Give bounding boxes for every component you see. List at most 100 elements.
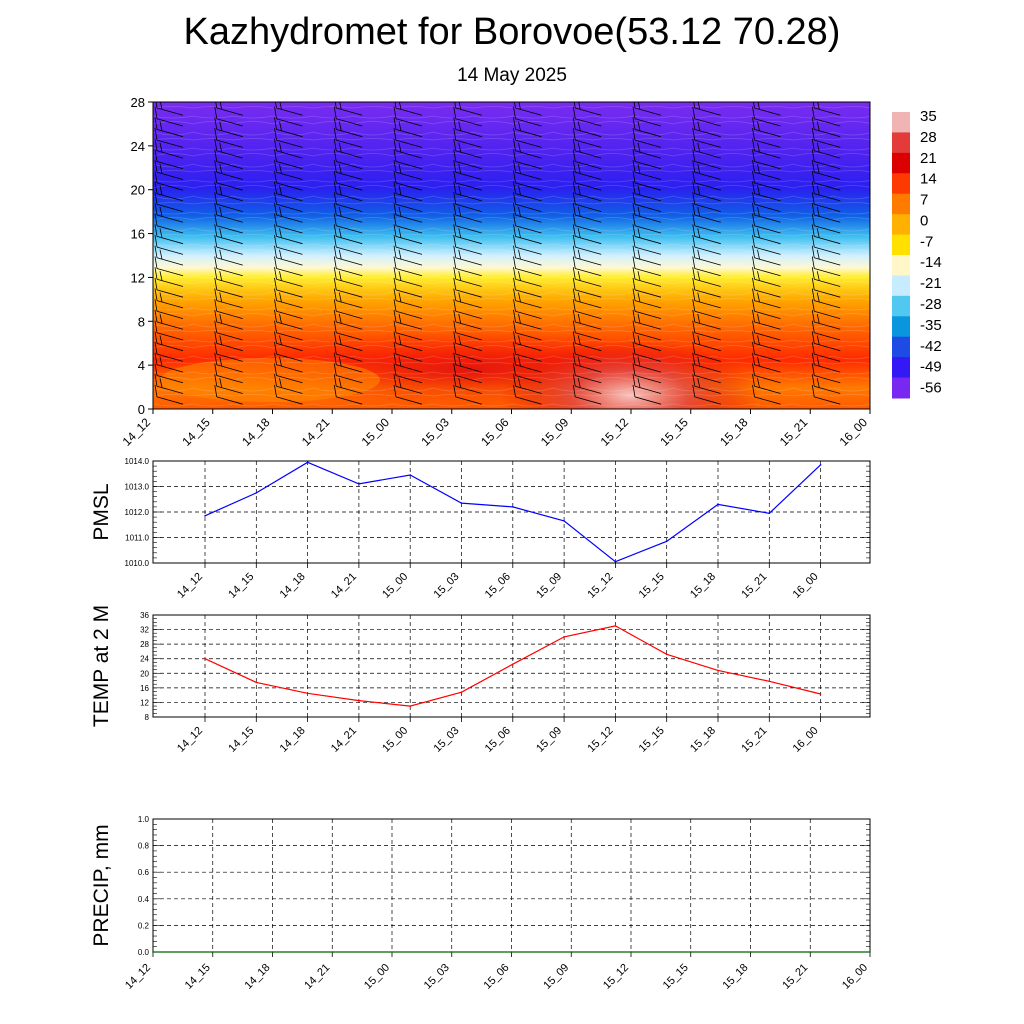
contour-line: [153, 275, 870, 279]
wind-barb: [274, 181, 303, 202]
wind-barb: [632, 235, 662, 255]
wind-barb: [811, 342, 841, 362]
wind-barb: [632, 256, 662, 277]
wind-barb: [513, 235, 542, 255]
wind-barb: [274, 138, 303, 159]
wind-barb: [214, 149, 243, 170]
data-point: [563, 636, 565, 638]
wind-barb: [752, 160, 781, 180]
colorbar-swatch: [892, 295, 910, 317]
y-tick-label: 36: [140, 611, 149, 620]
colorbar-label: -42: [920, 338, 942, 355]
wind-barb: [214, 224, 243, 245]
y-tick-label: 20: [140, 669, 149, 678]
wind-barb: [333, 224, 363, 245]
wind-barb: [692, 192, 721, 212]
wind-barb: [692, 352, 721, 373]
cross-section-panel: 0 4 8 12 16 20 24 28 14_12 14_15 14_18 14_21 15_00 15…: [120, 95, 871, 449]
temp-panel: 8 12 16 20 24 28 32 36 14_12 14_15 14_18 14_21 15_00…: [90, 605, 871, 755]
wind-barb: [274, 352, 303, 373]
wind-barb: [752, 309, 781, 330]
x-tick-label: 14_12: [175, 725, 205, 755]
wind-barb: [811, 224, 841, 245]
wind-barb: [692, 235, 721, 255]
wind-barb: [632, 117, 662, 138]
data-point: [306, 692, 309, 695]
wind-barb: [752, 181, 781, 202]
colorbar-swatch: [892, 275, 910, 297]
wind-barb: [154, 235, 184, 255]
wind-barb: [752, 374, 781, 394]
wind-barb: [752, 138, 781, 159]
colorbar-label: 21: [920, 150, 937, 167]
colorbar-label: 35: [920, 108, 937, 125]
data-point: [749, 951, 752, 953]
wind-barb: [513, 202, 542, 223]
colorbar-swatch: [892, 173, 910, 195]
wind-barb: [274, 149, 303, 170]
wind-barb: [154, 256, 184, 277]
colorbar-swatch: [892, 132, 910, 154]
wind-barb: [572, 192, 602, 212]
wind-barb: [154, 342, 184, 362]
wind-barb: [513, 181, 542, 202]
x-tick-label: 16_00: [840, 962, 870, 992]
wind-barb: [215, 102, 243, 116]
wind-barb: [393, 245, 423, 266]
data-point: [809, 951, 812, 953]
wind-barb: [572, 288, 602, 309]
wind-barb: [393, 117, 423, 138]
wind-barb: [453, 224, 482, 245]
data-point: [570, 951, 573, 953]
wind-barb: [274, 363, 303, 384]
data-point: [768, 512, 771, 515]
wind-barb: [393, 299, 423, 319]
y-tick-label: 1014.0: [125, 457, 150, 466]
x-tick-label: 14_21: [302, 962, 332, 992]
contour-line: [153, 147, 870, 151]
wind-barb: [393, 160, 423, 180]
x-tick-label: 15_06: [483, 725, 513, 755]
x-tick-label: 15_21: [777, 415, 811, 449]
wind-barb: [513, 331, 542, 352]
wind-barb: [572, 267, 602, 287]
wind-barb: [752, 192, 781, 212]
wind-barb: [393, 181, 423, 202]
x-tick-label: 16_00: [837, 415, 871, 449]
wind-barb: [154, 299, 184, 319]
wind-barb: [632, 299, 662, 319]
colorbar-swatch: [892, 255, 910, 276]
x-tick-label: 14_15: [226, 571, 256, 601]
wind-barb: [333, 288, 363, 309]
wind-barb: [692, 138, 721, 159]
wind-barb: [811, 267, 841, 287]
wind-barb: [453, 138, 482, 159]
data-point: [665, 653, 668, 656]
data-point: [717, 669, 719, 672]
wind-barb: [333, 267, 363, 287]
wind-barb: [632, 320, 662, 341]
wind-barb: [811, 331, 841, 352]
y-tick-label: 0.6: [138, 868, 150, 877]
wind-barb: [214, 352, 243, 373]
data-point: [152, 951, 154, 953]
x-tick-label: 15_12: [598, 415, 632, 449]
wind-barb: [632, 224, 662, 245]
x-tick-label: 14_18: [278, 725, 308, 755]
wind-barb: [692, 181, 721, 202]
wind-barb: [572, 331, 602, 352]
wind-barb: [632, 277, 662, 298]
wind-barb: [214, 299, 243, 319]
wind-barb: [811, 106, 841, 127]
wind-barb: [811, 181, 841, 202]
wind-barb: [572, 224, 602, 245]
wind-barb: [393, 288, 423, 309]
wind-barb: [393, 309, 423, 330]
wind-barb: [333, 106, 363, 127]
wind-barb: [692, 128, 721, 148]
wind-barb: [214, 138, 243, 159]
y-tick-label: 32: [140, 626, 149, 635]
wind-barb: [214, 106, 243, 127]
wind-barb: [752, 288, 781, 309]
